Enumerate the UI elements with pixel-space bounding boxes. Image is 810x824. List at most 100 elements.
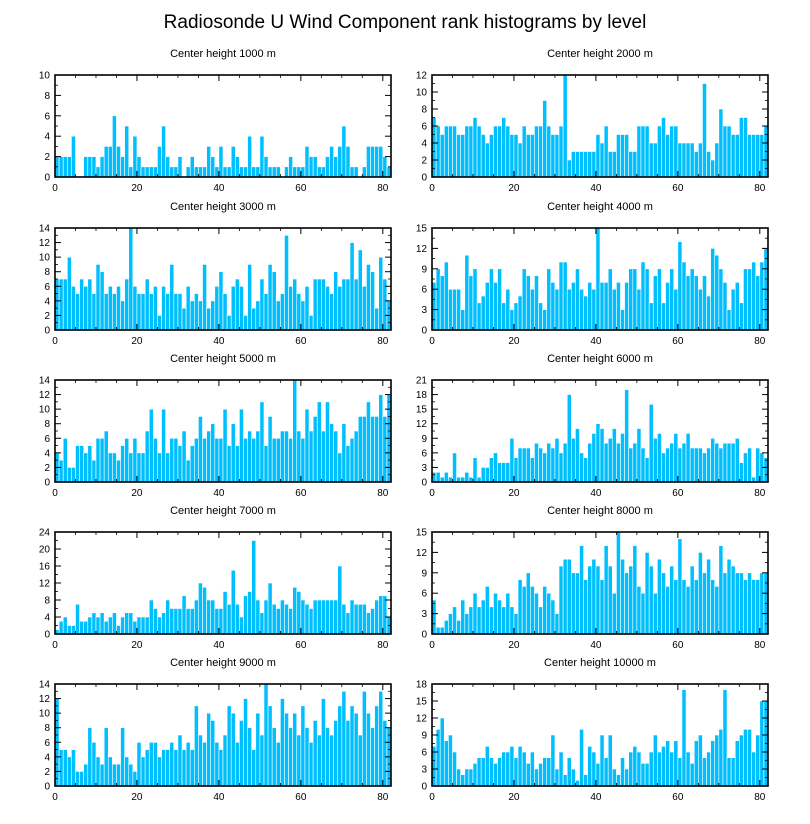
bar	[517, 447, 523, 483]
bar	[595, 134, 601, 178]
bar	[362, 603, 367, 635]
bar	[161, 408, 166, 483]
panel-5: Center height 5000 m 0 2 4 6 8 10 12 14 0 20 40 60 80	[39, 353, 392, 499]
bar	[153, 285, 158, 331]
bar	[300, 437, 306, 483]
bar	[525, 763, 531, 787]
bar	[275, 166, 281, 178]
bar	[644, 552, 650, 635]
bar	[550, 734, 556, 787]
x-tick-label: 20	[508, 183, 520, 194]
bar	[579, 288, 584, 331]
bar	[513, 302, 519, 331]
bar	[603, 442, 609, 483]
bar	[83, 620, 89, 635]
bar	[95, 616, 101, 635]
x-tick-label: 20	[131, 640, 143, 651]
bar	[140, 293, 146, 331]
bar	[189, 300, 195, 331]
x-tick-label: 60	[672, 336, 684, 347]
bar	[83, 156, 89, 178]
bar	[87, 727, 93, 787]
bar	[739, 302, 744, 331]
bar	[628, 447, 634, 483]
bar	[259, 135, 265, 178]
y-tick-label: 10	[39, 709, 51, 720]
y-tick-label: 6	[44, 738, 50, 749]
y-tick-label: 14	[39, 376, 51, 387]
bar	[562, 558, 568, 635]
bar	[521, 586, 527, 635]
bar	[624, 134, 629, 178]
bar	[99, 156, 105, 178]
bar	[509, 606, 515, 635]
bar	[435, 626, 441, 635]
bar	[665, 740, 670, 787]
bar	[300, 599, 306, 635]
bar	[292, 586, 298, 635]
bar	[714, 254, 720, 331]
bar	[226, 603, 232, 635]
bar	[325, 156, 330, 178]
bar	[550, 447, 556, 483]
bar	[103, 430, 109, 483]
bar	[251, 437, 257, 483]
bar	[743, 579, 748, 635]
bar	[501, 117, 507, 178]
bar	[476, 302, 482, 331]
bar	[501, 606, 507, 635]
x-tick-label: 80	[377, 183, 389, 194]
bar	[239, 285, 244, 331]
bar	[259, 612, 265, 635]
bar	[472, 592, 478, 635]
bar	[206, 146, 212, 178]
bar	[464, 768, 470, 787]
bar	[148, 166, 154, 178]
y-tick-label: 6	[44, 111, 50, 122]
bar	[136, 293, 142, 331]
bar	[87, 445, 93, 483]
bar	[587, 442, 593, 483]
y-tick-label: 14	[39, 680, 51, 691]
bar	[632, 746, 638, 787]
bar	[296, 166, 302, 178]
bar	[210, 423, 216, 483]
bar	[148, 293, 154, 331]
x-tick-label: 20	[508, 336, 520, 347]
bar	[706, 295, 711, 331]
bar	[525, 275, 531, 331]
bar	[218, 271, 224, 331]
x-tick-label: 60	[672, 640, 684, 651]
bar	[595, 227, 601, 331]
bar	[124, 756, 130, 787]
bar	[366, 712, 371, 787]
bar	[718, 545, 724, 635]
bar	[370, 416, 375, 483]
bar	[337, 452, 343, 483]
bar	[198, 300, 203, 331]
bar	[726, 309, 732, 331]
bar	[484, 746, 490, 787]
x-tick-label: 40	[590, 488, 602, 499]
y-tick-label: 16	[39, 562, 51, 573]
bar	[87, 616, 93, 635]
x-tick-label: 80	[377, 640, 389, 651]
bar	[116, 459, 121, 483]
bar	[566, 757, 572, 787]
bar	[280, 430, 285, 483]
bar	[321, 698, 326, 787]
bar	[79, 620, 84, 635]
bar	[62, 437, 68, 483]
y-tick-label: 0	[421, 326, 427, 337]
bar	[165, 749, 171, 787]
bar	[304, 603, 310, 635]
bar	[157, 756, 162, 787]
bar	[382, 595, 388, 635]
bar	[484, 586, 490, 635]
bar	[464, 471, 470, 483]
bar	[349, 166, 355, 178]
bar	[132, 437, 138, 483]
bar	[128, 452, 134, 483]
bar	[722, 442, 728, 483]
x-tick-label: 40	[213, 640, 225, 651]
